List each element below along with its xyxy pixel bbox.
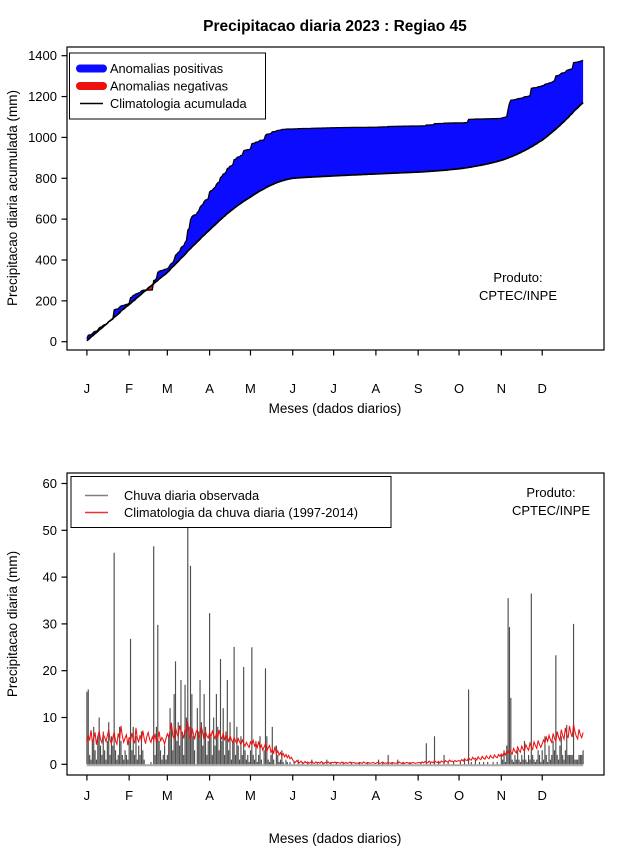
x-tick-label: A: [372, 788, 381, 803]
top-plot-area: [86, 59, 584, 342]
bottom-note-line2: CPTEC/INPE: [512, 503, 590, 518]
x-tick-label: M: [245, 381, 256, 396]
legend-item-label: Climatologia acumulada: [110, 96, 247, 111]
x-tick-label: J: [330, 381, 337, 396]
x-tick-label: O: [454, 788, 464, 803]
bottom-x-axis-title: Meses (dados diarios): [269, 831, 402, 846]
bottom-axes: 0 10 20 30 40 50 60 J F M A M J J A S O N D: [43, 476, 547, 803]
x-tick-label: F: [125, 788, 133, 803]
y-tick-label: 20: [43, 663, 57, 678]
x-tick-label: J: [330, 788, 337, 803]
y-tick-label: 0: [50, 757, 57, 772]
bottom-plot-area: [86, 526, 584, 767]
top-note-line1: Produto:: [493, 270, 542, 285]
y-tick-label: 60: [43, 476, 57, 491]
top-plot-frame: [66, 46, 605, 351]
x-tick-label: M: [162, 381, 173, 396]
x-tick-label: M: [245, 788, 256, 803]
legend-item-label: Anomalias negativas: [110, 79, 228, 94]
x-tick-label: A: [372, 381, 381, 396]
y-tick-label: 1000: [28, 130, 57, 145]
bottom-legend: Chuva diaria observada Climatologia da ch…: [70, 476, 392, 528]
legend-item-label: Climatologia da chuva diaria (1997-2014): [124, 505, 358, 520]
bottom-chart-daily: 0 10 20 30 40 50 60 J F M A M J J A S O N D Chuva diaria o…: [5, 472, 605, 846]
x-tick-label: J: [84, 788, 91, 803]
top-x-axis-title: Meses (dados diarios): [269, 401, 402, 416]
x-tick-label: J: [289, 381, 296, 396]
top-y-axis-title: Precipitacao diaria acumulada (mm): [5, 90, 20, 306]
x-tick-label: M: [162, 788, 173, 803]
top-chart-cumulative: Precipitacao diaria 2023 : Regiao 45 0 20…: [5, 18, 605, 416]
bottom-note-line1: Produto:: [526, 485, 575, 500]
x-tick-label: N: [497, 381, 506, 396]
top-axes: 0 200 400 600 800 1000 1200 1400 J F M A M J J A S O N D: [28, 48, 547, 396]
x-tick-label: J: [289, 788, 296, 803]
x-tick-label: J: [84, 381, 91, 396]
x-tick-label: A: [205, 788, 214, 803]
x-tick-label: S: [414, 381, 423, 396]
y-tick-label: 200: [35, 293, 57, 308]
y-tick-label: 10: [43, 710, 57, 725]
top-chart-title: Precipitacao diaria 2023 : Regiao 45: [203, 18, 467, 35]
x-tick-label: F: [125, 381, 133, 396]
x-tick-label: D: [538, 381, 547, 396]
y-tick-label: 40: [43, 570, 57, 585]
climatology-cumulative-line: [86, 101, 584, 342]
legend-item-label: Anomalias positivas: [110, 61, 223, 76]
daily-climatology-line: [86, 721, 584, 765]
x-tick-label: A: [205, 381, 214, 396]
y-tick-label: 50: [43, 523, 57, 538]
top-note-line2: CPTEC/INPE: [479, 288, 557, 303]
y-tick-label: 0: [50, 334, 57, 349]
y-tick-label: 400: [35, 252, 57, 267]
y-tick-label: 1400: [28, 48, 57, 63]
y-tick-label: 600: [35, 212, 57, 227]
positive-anomaly-area: [86, 60, 584, 341]
y-tick-label: 30: [43, 616, 57, 631]
legend-item-label: Chuva diaria observada: [124, 488, 260, 503]
y-tick-label: 1200: [28, 89, 57, 104]
x-tick-label: S: [414, 788, 423, 803]
x-tick-label: O: [454, 381, 464, 396]
top-legend: Anomalias positivas Anomalias negativas Cl…: [69, 52, 266, 120]
bottom-y-axis-title: Precipitacao diaria (mm): [5, 551, 20, 697]
x-tick-label: D: [538, 788, 547, 803]
legend-box: [70, 476, 392, 528]
observed-cumulative-line: [86, 59, 584, 339]
x-tick-label: N: [497, 788, 506, 803]
y-tick-label: 800: [35, 171, 57, 186]
